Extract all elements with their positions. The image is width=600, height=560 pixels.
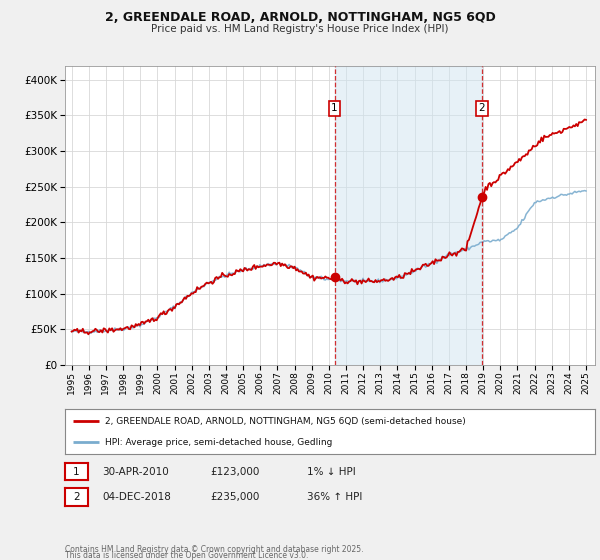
Text: 2: 2 — [478, 103, 485, 113]
Text: Contains HM Land Registry data © Crown copyright and database right 2025.: Contains HM Land Registry data © Crown c… — [65, 545, 364, 554]
Text: 2: 2 — [73, 492, 80, 502]
Text: 2, GREENDALE ROAD, ARNOLD, NOTTINGHAM, NG5 6QD (semi-detached house): 2, GREENDALE ROAD, ARNOLD, NOTTINGHAM, N… — [104, 417, 465, 426]
Text: HPI: Average price, semi-detached house, Gedling: HPI: Average price, semi-detached house,… — [104, 438, 332, 447]
Text: £123,000: £123,000 — [211, 466, 260, 477]
Text: £235,000: £235,000 — [211, 492, 260, 502]
Bar — [335, 66, 482, 365]
Text: 1: 1 — [331, 103, 338, 113]
Text: 1: 1 — [73, 466, 80, 477]
Text: 36% ↑ HPI: 36% ↑ HPI — [307, 492, 362, 502]
Text: Price paid vs. HM Land Registry's House Price Index (HPI): Price paid vs. HM Land Registry's House … — [151, 24, 449, 34]
Text: 1% ↓ HPI: 1% ↓ HPI — [307, 466, 355, 477]
Text: 2, GREENDALE ROAD, ARNOLD, NOTTINGHAM, NG5 6QD: 2, GREENDALE ROAD, ARNOLD, NOTTINGHAM, N… — [104, 11, 496, 24]
Text: 30-APR-2010: 30-APR-2010 — [103, 466, 169, 477]
Text: This data is licensed under the Open Government Licence v3.0.: This data is licensed under the Open Gov… — [65, 551, 308, 560]
Text: 04-DEC-2018: 04-DEC-2018 — [103, 492, 172, 502]
